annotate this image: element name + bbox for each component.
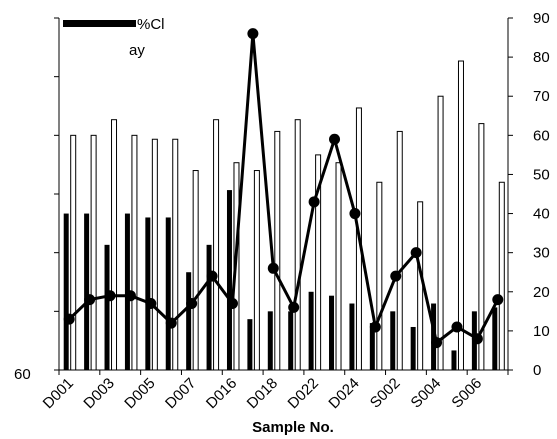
bar-clay: [329, 295, 335, 370]
bars-layer: [63, 60, 505, 371]
bar-white: [274, 130, 281, 371]
line-point: [247, 28, 259, 40]
line-point: [145, 298, 157, 310]
right-axis-tick-label: 50: [533, 166, 550, 183]
legend: %Cl ay: [63, 16, 165, 59]
legend-swatch-clay: [63, 20, 136, 27]
line-point: [206, 270, 218, 282]
bar-white: [335, 162, 342, 371]
bar-clay: [84, 213, 90, 370]
axes-layer: [54, 17, 513, 375]
legend-label-line1: %Cl: [137, 16, 165, 33]
right-axis-tick-label: 30: [533, 245, 550, 262]
bar-clay: [431, 303, 437, 370]
bar-clay: [349, 303, 355, 370]
bar-clay: [206, 244, 212, 370]
bar-clay: [226, 190, 232, 370]
bar-clay: [267, 311, 273, 370]
right-axis-tick-label: 60: [533, 127, 550, 144]
x-tick-label: D001: [40, 375, 77, 412]
bar-clay: [145, 217, 151, 370]
line-point: [63, 313, 75, 325]
line-point: [451, 321, 463, 333]
line-point: [410, 247, 422, 259]
x-tick-label: D003: [80, 375, 117, 412]
right-axis-tick-label: 0: [533, 362, 541, 379]
line-point: [471, 333, 483, 345]
line-point: [369, 321, 381, 333]
bar-white: [192, 170, 199, 371]
bar-clay: [410, 326, 416, 370]
bar-white: [315, 154, 322, 371]
left-axis-bottom-label: 60: [14, 366, 31, 383]
line-point: [267, 262, 279, 274]
x-tick-label: D022: [285, 375, 322, 412]
bar-white: [498, 181, 505, 371]
right-axis-tick-label: 70: [533, 88, 550, 105]
bar-white: [253, 170, 260, 371]
bar-white: [131, 134, 138, 371]
line-point: [390, 270, 402, 282]
line-point: [186, 298, 198, 310]
bar-white: [294, 119, 301, 371]
right-axis-tick-label: 90: [533, 10, 550, 27]
legend-label-line2: ay: [129, 42, 145, 59]
line-point: [84, 294, 96, 306]
line-layer: [63, 28, 504, 349]
x-tick-label: D007: [162, 375, 199, 412]
right-axis-tick-label: 20: [533, 284, 550, 301]
bar-white: [172, 138, 179, 371]
line-point: [226, 298, 238, 310]
bar-clay: [288, 311, 294, 370]
bar-clay: [390, 311, 396, 370]
bar-white: [90, 134, 97, 371]
bar-clay: [104, 244, 110, 370]
bar-white: [111, 119, 118, 371]
line-series: [68, 32, 500, 345]
bar-white: [417, 201, 424, 371]
bar-clay: [186, 272, 192, 370]
bar-clay: [451, 350, 457, 370]
bar-white: [213, 119, 220, 371]
line-point: [308, 196, 320, 208]
line-point: [431, 337, 443, 349]
x-tick-label: S002: [367, 375, 404, 412]
line-point: [288, 301, 300, 313]
right-axis-tick-label: 80: [533, 49, 550, 66]
x-tick-label: D024: [325, 375, 362, 412]
bar-white: [151, 138, 158, 371]
x-tick-label: S004: [408, 375, 445, 412]
right-axis-tick-label: 40: [533, 206, 550, 223]
line-point: [104, 290, 116, 302]
line-point: [349, 208, 361, 220]
bar-clay: [63, 213, 69, 370]
x-tick-label: S006: [448, 375, 485, 412]
bar-white: [478, 123, 485, 371]
bar-clay: [492, 307, 498, 370]
right-axis-tick-label: 10: [533, 323, 550, 340]
bar-clay: [308, 291, 314, 370]
line-point: [329, 133, 341, 145]
bar-white: [457, 60, 464, 371]
bar-white: [437, 95, 444, 371]
bar-white: [396, 130, 403, 371]
line-point: [124, 290, 136, 302]
x-tick-label: D018: [244, 375, 281, 412]
x-tick-label: D005: [121, 375, 158, 412]
bar-white: [70, 134, 77, 371]
bar-white: [376, 181, 383, 371]
bar-clay: [247, 319, 253, 370]
bar-clay: [165, 217, 171, 370]
bar-clay: [369, 323, 375, 370]
line-point: [165, 317, 177, 329]
line-point: [492, 294, 504, 306]
x-axis-title: Sample No.: [252, 419, 334, 436]
x-tick-label: D016: [203, 375, 240, 412]
